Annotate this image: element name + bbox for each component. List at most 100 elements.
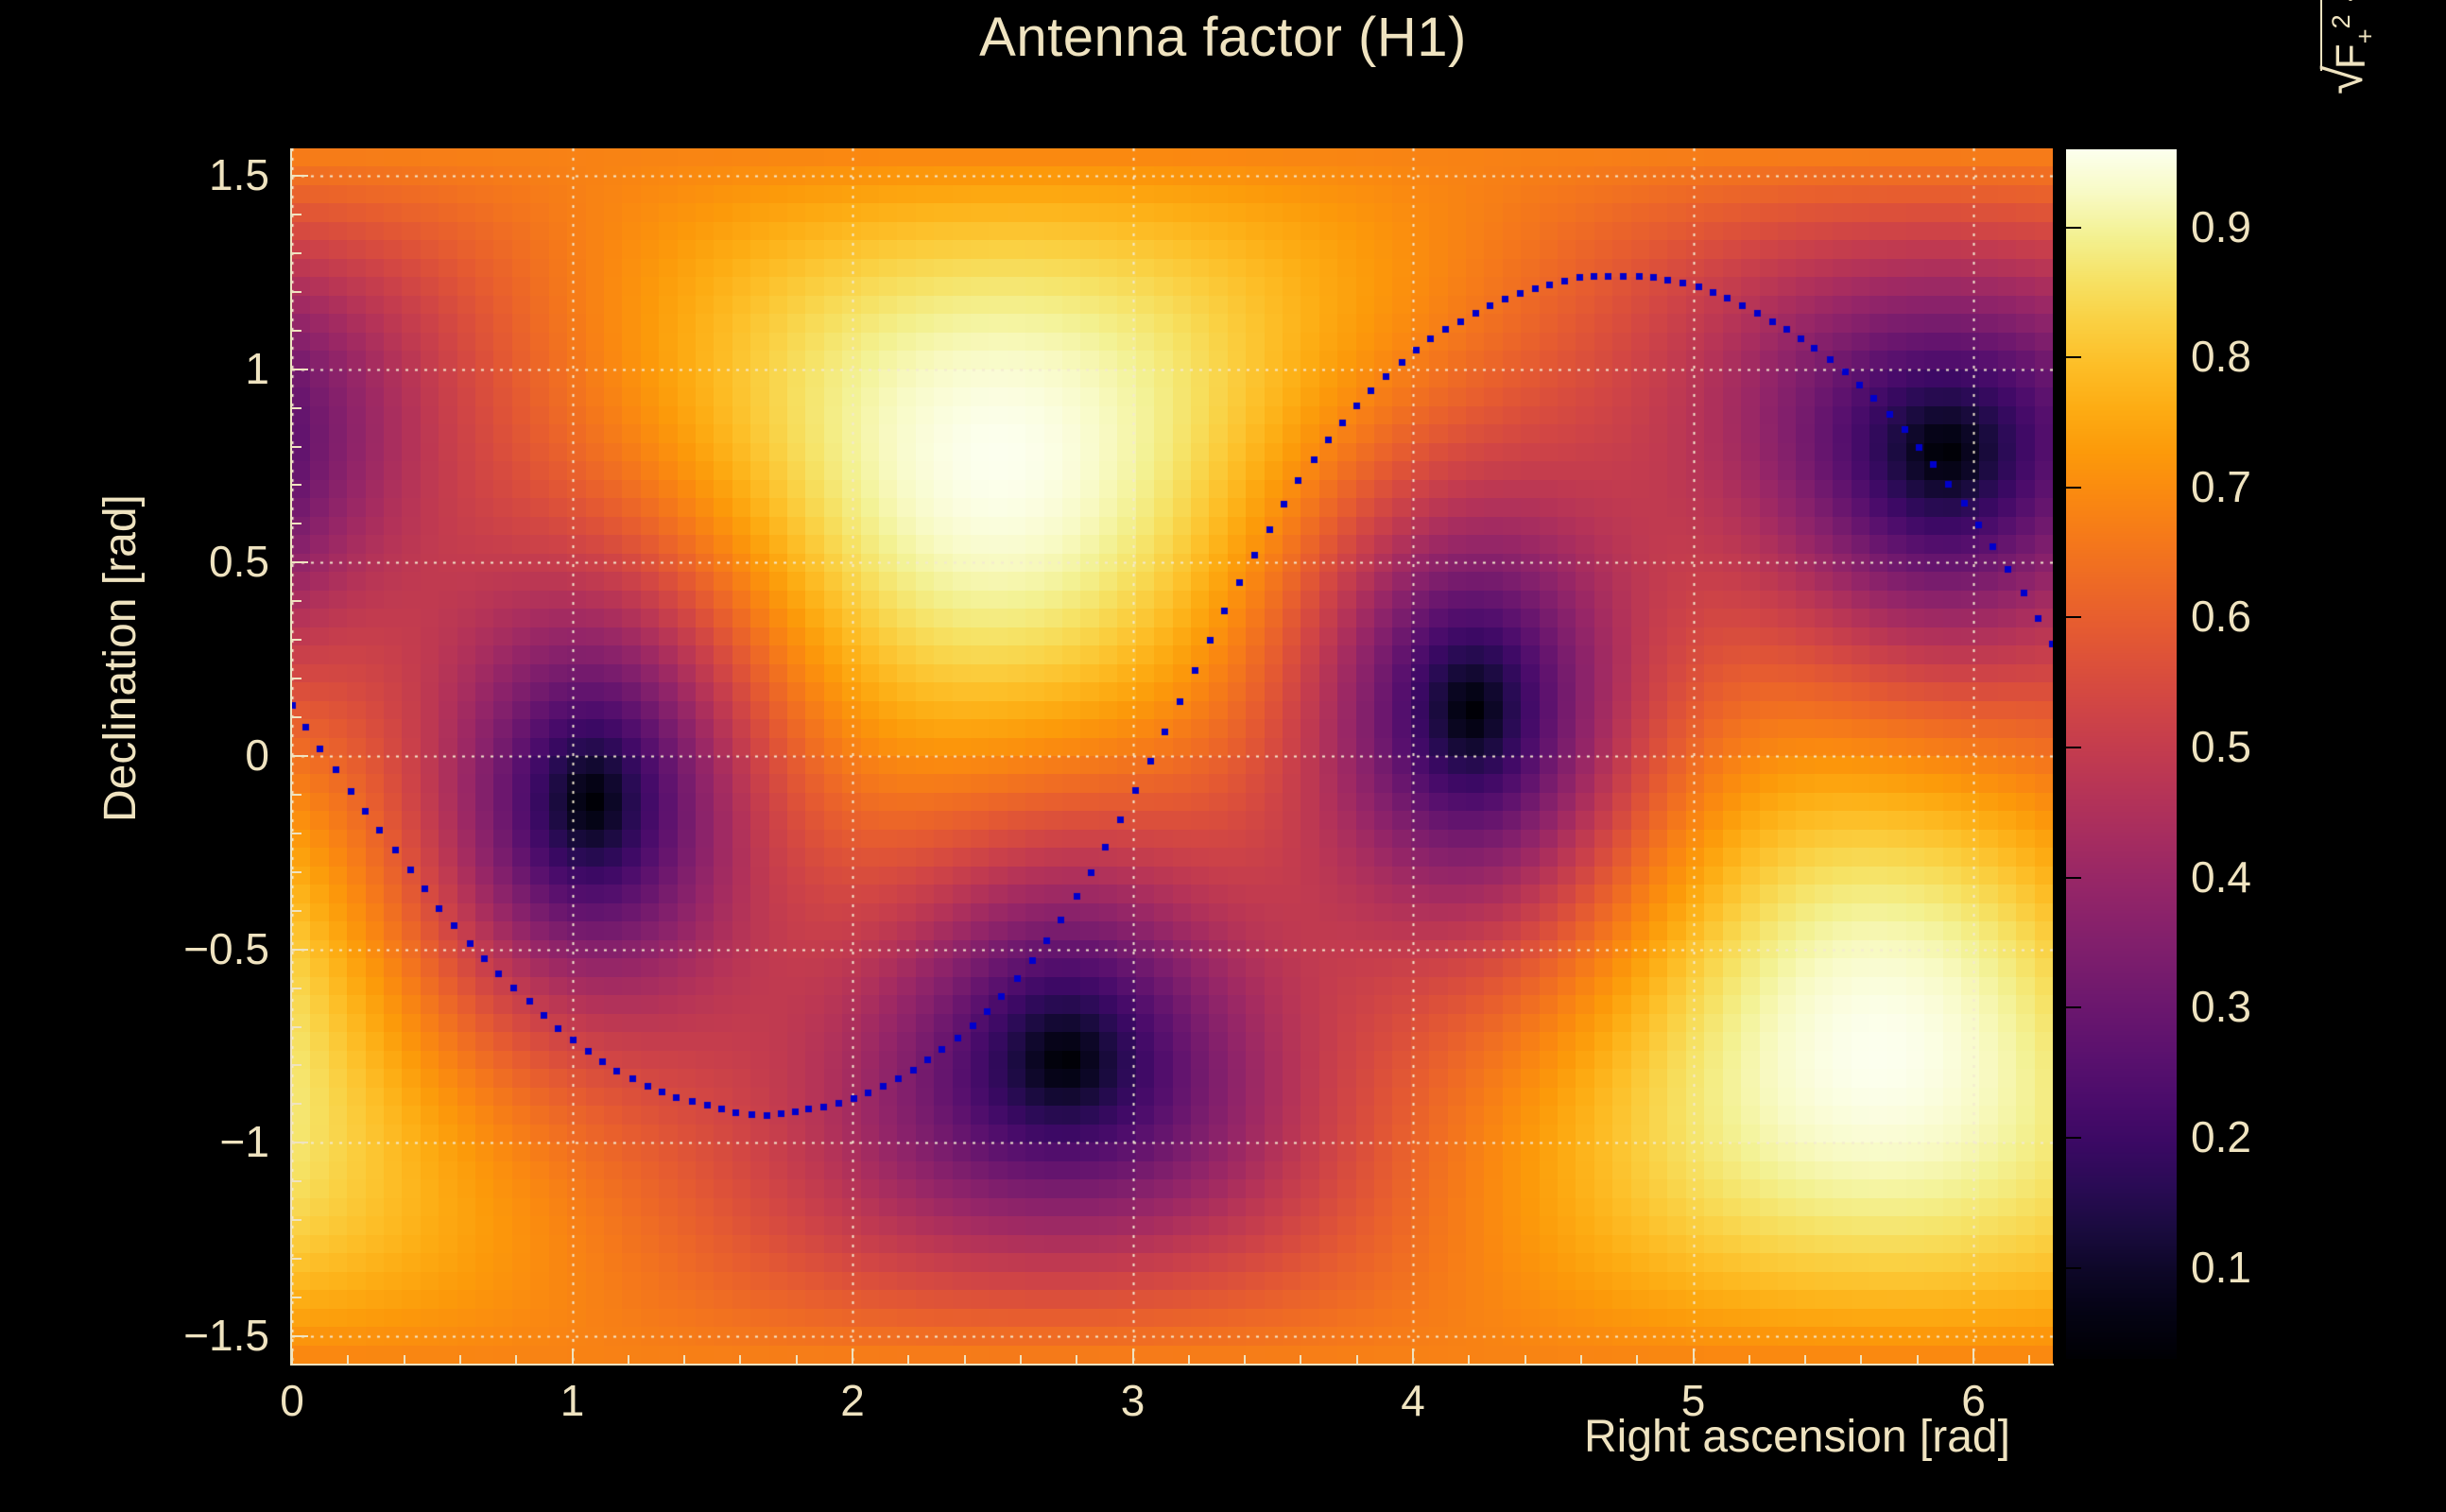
colorbar-tick-label: 0.7 bbox=[2191, 461, 2251, 511]
superscript-two-a: 2 bbox=[2326, 14, 2356, 29]
y-axis-tick-label: −0.5 bbox=[183, 923, 269, 973]
y-axis-minor-tick bbox=[292, 290, 301, 293]
y-axis-minor-tick bbox=[292, 406, 301, 409]
x-axis-minor-tick bbox=[515, 1355, 518, 1365]
x-axis-tick-label: 0 bbox=[280, 1376, 304, 1425]
x-axis-minor-tick bbox=[1916, 1355, 1919, 1365]
x-axis-tick bbox=[1412, 1349, 1415, 1365]
y-axis-minor-tick bbox=[292, 639, 301, 642]
galactic-plane-curve bbox=[292, 148, 2053, 1364]
colorbar-tick bbox=[2066, 356, 2081, 359]
x-axis-title: Right ascension [rad] bbox=[1584, 1412, 2010, 1462]
x-axis-minor-tick bbox=[1244, 1355, 1247, 1365]
y-axis-minor-tick bbox=[292, 1258, 301, 1261]
y-axis-minor-tick bbox=[292, 445, 301, 448]
x-axis-tick bbox=[1972, 1349, 1975, 1365]
x-axis-tick-label: 5 bbox=[1680, 1376, 1706, 1425]
x-axis-tick bbox=[291, 1349, 293, 1365]
y-axis-tick bbox=[292, 755, 308, 757]
radicand: F+2 + Fx2 bbox=[2320, 0, 2381, 72]
y-axis-minor-tick bbox=[292, 1025, 301, 1028]
colorbar-tick bbox=[2066, 486, 2081, 489]
x-axis-minor-tick bbox=[739, 1355, 742, 1365]
colorbar-tick bbox=[2066, 1006, 2081, 1009]
colorbar-tick-label: 0.5 bbox=[2191, 722, 2251, 772]
colorbar-tick-label: 0.4 bbox=[2191, 851, 2251, 902]
x-axis-minor-tick bbox=[795, 1355, 798, 1365]
y-axis-minor-tick bbox=[292, 832, 301, 834]
colorbar-tick bbox=[2066, 226, 2081, 229]
y-axis-minor-tick bbox=[292, 523, 301, 525]
x-axis-minor-tick bbox=[1300, 1355, 1302, 1365]
colorbar-tick-label: 0.9 bbox=[2191, 201, 2251, 251]
x-axis-minor-tick bbox=[403, 1355, 405, 1365]
x-axis-tick-label: 1 bbox=[560, 1376, 585, 1425]
x-axis-minor-tick bbox=[1860, 1355, 1863, 1365]
page-title: Antenna factor (H1) bbox=[979, 7, 1467, 68]
y-axis-minor-tick bbox=[292, 909, 301, 912]
y-axis-minor-tick bbox=[292, 1064, 301, 1067]
colorbar-tick-label: 0.6 bbox=[2191, 592, 2251, 642]
y-axis-minor-tick bbox=[292, 987, 301, 989]
x-axis-tick bbox=[571, 1349, 574, 1365]
y-axis-tick-label: 0 bbox=[245, 730, 269, 780]
y-axis-minor-tick bbox=[292, 213, 301, 215]
x-axis-minor-tick bbox=[2028, 1355, 2031, 1365]
y-axis-minor-tick bbox=[292, 678, 301, 680]
x-axis-tick-label: 3 bbox=[1120, 1376, 1145, 1425]
z-axis-title: √F+2 + Fx2 bbox=[2314, 0, 2381, 94]
colorbar[interactable] bbox=[2066, 149, 2177, 1359]
x-axis-tick bbox=[1692, 1349, 1695, 1365]
y-axis-title: Declination [rad] bbox=[95, 494, 146, 822]
y-axis-tick-label: −1.5 bbox=[183, 1311, 269, 1361]
x-axis-minor-tick bbox=[1524, 1355, 1526, 1365]
plot-area[interactable] bbox=[292, 148, 2053, 1364]
colorbar-tick bbox=[2066, 616, 2081, 619]
colorbar-tick-label: 0.2 bbox=[2191, 1112, 2251, 1162]
colorbar-tick bbox=[2066, 1137, 2081, 1140]
sqrt-expression: √F+2 + Fx2 bbox=[2314, 0, 2381, 94]
x-axis-minor-tick bbox=[1636, 1355, 1639, 1365]
colorbar-gradient bbox=[2066, 149, 2177, 1359]
y-axis-minor-tick bbox=[292, 1103, 301, 1106]
y-axis-tick bbox=[292, 1142, 308, 1144]
x-axis-minor-tick bbox=[458, 1355, 461, 1365]
y-axis-minor-tick bbox=[292, 716, 301, 719]
x-axis-minor-tick bbox=[683, 1355, 686, 1365]
colorbar-tick bbox=[2066, 876, 2081, 879]
x-axis-minor-tick bbox=[1019, 1355, 1022, 1365]
x-axis-minor-tick bbox=[1804, 1355, 1807, 1365]
y-axis-tick-label: 1 bbox=[245, 343, 269, 393]
x-axis-tick bbox=[1131, 1349, 1134, 1365]
x-axis-tick-label: 2 bbox=[840, 1376, 865, 1425]
x-axis-minor-tick bbox=[1187, 1355, 1190, 1365]
x-axis-minor-tick bbox=[1468, 1355, 1471, 1365]
y-axis-minor-tick bbox=[292, 600, 301, 603]
x-axis-minor-tick bbox=[1748, 1355, 1750, 1365]
y-axis-tick-label: 0.5 bbox=[209, 537, 269, 587]
colorbar-tick-label: 0.1 bbox=[2191, 1242, 2251, 1292]
y-axis-minor-tick bbox=[292, 329, 301, 332]
x-axis-tick-label: 6 bbox=[1961, 1376, 1986, 1425]
colorbar-tick-label: 0.3 bbox=[2191, 982, 2251, 1032]
x-axis-minor-tick bbox=[1076, 1355, 1078, 1365]
x-axis-tick-label: 4 bbox=[1401, 1376, 1425, 1425]
y-axis-tick-label: 1.5 bbox=[209, 149, 269, 199]
colorbar-tick-label: 0.8 bbox=[2191, 332, 2251, 382]
y-axis-tick-label: −1 bbox=[219, 1117, 269, 1167]
subscript-plus: + bbox=[2350, 28, 2380, 44]
y-axis-minor-tick bbox=[292, 251, 301, 254]
y-axis-tick bbox=[292, 174, 308, 177]
y-axis-tick bbox=[292, 561, 308, 564]
y-axis-minor-tick bbox=[292, 1297, 301, 1299]
x-axis-minor-tick bbox=[627, 1355, 629, 1365]
y-axis-minor-tick bbox=[292, 1180, 301, 1183]
colorbar-tick bbox=[2066, 1266, 2081, 1269]
x-axis-minor-tick bbox=[1355, 1355, 1358, 1365]
y-axis-minor-tick bbox=[292, 1219, 301, 1222]
y-axis-minor-tick bbox=[292, 870, 301, 873]
x-axis-minor-tick bbox=[1579, 1355, 1582, 1365]
x-axis-minor-tick bbox=[963, 1355, 966, 1365]
colorbar-tick bbox=[2066, 747, 2081, 749]
